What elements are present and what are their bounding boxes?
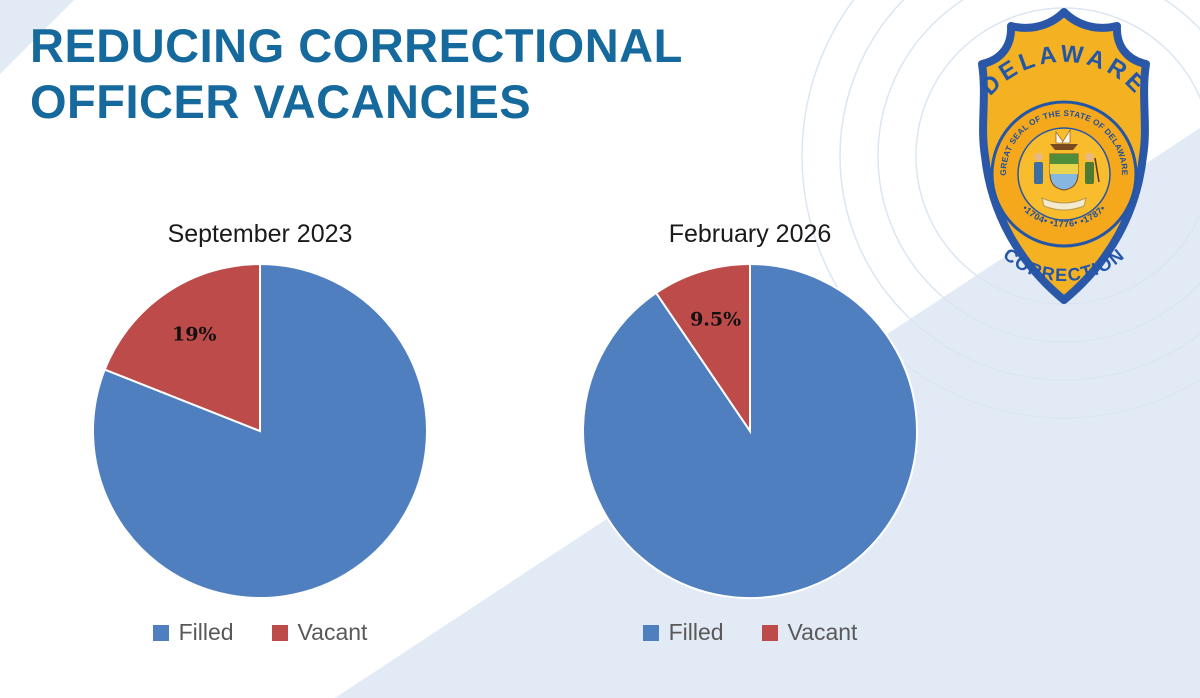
delaware-correction-badge: DELAWARE GREAT SEAL OF THE STATE OF DELA… bbox=[938, 4, 1190, 312]
legend-label-vacant: Vacant bbox=[787, 619, 858, 645]
legend-item-filled: Filled bbox=[152, 619, 234, 646]
legend-item-vacant: Vacant bbox=[271, 619, 368, 646]
seal-coat-of-arms bbox=[1034, 128, 1100, 211]
legend-label-filled: Filled bbox=[668, 619, 724, 645]
pie-chart-february-2026: February 2026 9.5% Filled Vacant bbox=[550, 220, 950, 646]
legend-swatch-vacant bbox=[271, 624, 288, 641]
legend-label-vacant: Vacant bbox=[297, 619, 368, 645]
chart-title-february-2026: February 2026 bbox=[668, 220, 832, 248]
pie-chart-september-2023: September 2023 19% Filled Vacant bbox=[60, 220, 460, 646]
svg-text:9.5%: 9.5% bbox=[690, 308, 741, 330]
chart-title-september-2023: September 2023 bbox=[167, 220, 353, 248]
corner-triangle bbox=[0, 0, 74, 74]
legend-swatch-filled bbox=[642, 624, 659, 641]
legend-september-2023: Filled Vacant bbox=[60, 619, 460, 646]
pie-february-2026: 9.5% bbox=[580, 261, 920, 601]
legend-february-2026: Filled Vacant bbox=[550, 619, 950, 646]
legend-swatch-filled bbox=[152, 624, 169, 641]
legend-item-filled: Filled bbox=[642, 619, 724, 646]
pie-september-2023: 19% bbox=[90, 261, 430, 601]
legend-swatch-vacant bbox=[761, 624, 778, 641]
svg-text:19%: 19% bbox=[172, 323, 217, 345]
legend-item-vacant: Vacant bbox=[761, 619, 858, 646]
badge-graphic: DELAWARE GREAT SEAL OF THE STATE OF DELA… bbox=[975, 8, 1150, 304]
page-title: REDUCING CORRECTIONAL OFFICER VACANCIES bbox=[30, 19, 682, 129]
legend-label-filled: Filled bbox=[178, 619, 234, 645]
